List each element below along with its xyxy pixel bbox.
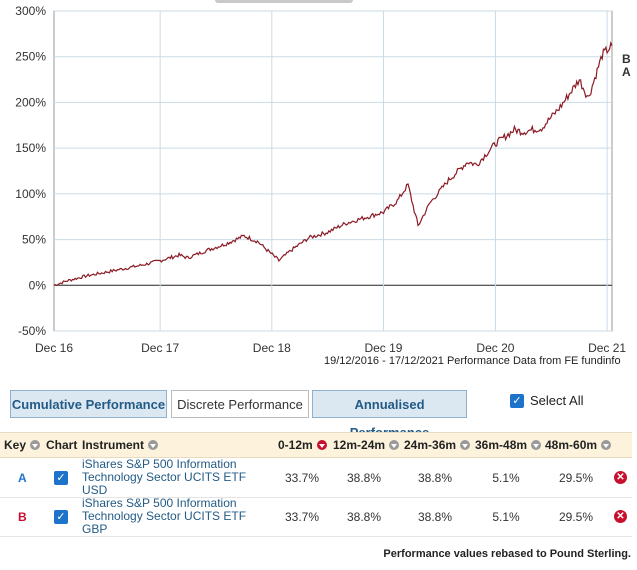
value-36-48m: 5.1%	[492, 470, 520, 485]
table-row: A ✓ iShares S&P 500 Information Technolog…	[0, 458, 632, 498]
header-12-24m-label: 12m-24m	[333, 438, 386, 452]
remove-icon[interactable]: ✕	[614, 471, 627, 484]
header-36-48m[interactable]: 36m-48m	[475, 433, 542, 457]
remove-icon[interactable]: ✕	[614, 510, 627, 523]
top-scroll-handle	[215, 0, 353, 3]
value-48-60m: 29.5%	[558, 509, 594, 524]
header-instrument-label: Instrument	[82, 438, 145, 452]
x-tick-label: Dec 19	[364, 341, 402, 355]
instrument-link[interactable]: iShares S&P 500 Information Technology Se…	[82, 458, 267, 497]
header-48-60m[interactable]: 48m-60m	[545, 433, 612, 457]
table-header: Key Chart Instrument 0-12m 12m-24m 24m-3…	[0, 432, 632, 458]
header-24-36m-label: 24m-36m	[404, 438, 457, 452]
header-chart-label: Chart	[46, 438, 78, 452]
header-24-36m[interactable]: 24m-36m	[404, 433, 471, 457]
value-36-48m: 5.1%	[492, 509, 520, 524]
y-tick-label: 150%	[15, 141, 46, 155]
series-line	[53, 41, 613, 287]
x-tick-label: Dec 17	[141, 341, 179, 355]
x-tick-label: Dec 18	[253, 341, 291, 355]
instrument-link[interactable]: iShares S&P 500 Information Technology Se…	[82, 497, 267, 536]
tab-annualised-performance[interactable]: Annualised Performance	[312, 390, 467, 440]
header-48-60m-label: 48m-60m	[545, 438, 598, 452]
value-0-12m: 33.7%	[284, 470, 320, 485]
y-tick-label: 300%	[15, 4, 46, 18]
y-tick-label: 50%	[22, 233, 46, 247]
row-chart-checkbox[interactable]: ✓	[54, 458, 68, 497]
instrument-name-line2[interactable]: Technology Sector UCITS ETF USD	[82, 470, 247, 497]
remove-button[interactable]: ✕	[614, 458, 627, 497]
sort-icon[interactable]	[30, 440, 41, 450]
header-key-label: Key	[4, 438, 27, 452]
footnote: Performance values rebased to Pound Ster…	[383, 548, 631, 560]
y-tick-label: -50%	[18, 324, 46, 338]
header-0-12m[interactable]: 0-12m	[278, 433, 327, 457]
y-tick-label: 0%	[29, 278, 47, 292]
instrument-name-line1[interactable]: iShares S&P 500 Information	[82, 457, 237, 471]
header-chart: Chart	[46, 433, 77, 457]
sort-icon[interactable]	[148, 440, 159, 450]
header-36-48m-label: 36m-48m	[475, 438, 528, 452]
header-key[interactable]: Key	[4, 433, 41, 457]
row-chart-checkbox[interactable]: ✓	[54, 497, 68, 536]
tab-cumulative-performance[interactable]: Cumulative Performance	[10, 390, 167, 418]
row-key: A	[18, 470, 27, 485]
value-24-36m: 38.8%	[417, 470, 453, 485]
y-tick-label: 100%	[15, 187, 46, 201]
sort-active-icon[interactable]	[316, 440, 327, 450]
x-tick-label: Dec 21	[588, 341, 626, 355]
sort-icon[interactable]	[531, 440, 542, 450]
table-row: B ✓ iShares S&P 500 Information Technolog…	[0, 497, 632, 537]
sort-icon[interactable]	[389, 440, 400, 450]
tab-discrete-performance[interactable]: Discrete Performance	[171, 390, 309, 418]
plot-area	[53, 10, 613, 332]
select-all-label: Select All	[530, 393, 584, 408]
instrument-name-line2[interactable]: Technology Sector UCITS ETF GBP	[82, 509, 247, 536]
checkbox-checked-icon[interactable]: ✓	[54, 470, 68, 485]
series-end-label: B	[622, 52, 631, 66]
value-12-24m: 38.8%	[346, 509, 382, 524]
instrument-name-line1[interactable]: iShares S&P 500 Information	[82, 496, 237, 510]
y-tick-label: 250%	[15, 50, 46, 64]
select-all-checkbox[interactable]: ✓	[510, 393, 524, 408]
select-all-toggle[interactable]: ✓ Select All	[510, 393, 583, 408]
checkbox-checked-icon[interactable]: ✓	[54, 509, 68, 524]
sort-icon[interactable]	[601, 440, 612, 450]
performance-chart: 300% 250% 200% 150% 100% 50% 0% -50% Dec 16 Dec …	[15, 4, 631, 355]
chart-source-text: 19/12/2016 - 17/12/2021 Performance Data…	[324, 355, 621, 367]
value-48-60m: 29.5%	[558, 470, 594, 485]
series-end-label: A	[622, 65, 631, 79]
value-0-12m: 33.7%	[284, 509, 320, 524]
header-12-24m[interactable]: 12m-24m	[333, 433, 400, 457]
sort-icon[interactable]	[460, 440, 471, 450]
value-12-24m: 38.8%	[346, 470, 382, 485]
value-24-36m: 38.8%	[417, 509, 453, 524]
x-tick-label: Dec 20	[476, 341, 514, 355]
y-tick-label: 200%	[15, 95, 46, 109]
remove-button[interactable]: ✕	[614, 497, 627, 536]
x-tick-label: Dec 16	[35, 341, 73, 355]
row-key: B	[18, 509, 27, 524]
header-0-12m-label: 0-12m	[278, 438, 313, 452]
header-instrument[interactable]: Instrument	[82, 433, 159, 457]
